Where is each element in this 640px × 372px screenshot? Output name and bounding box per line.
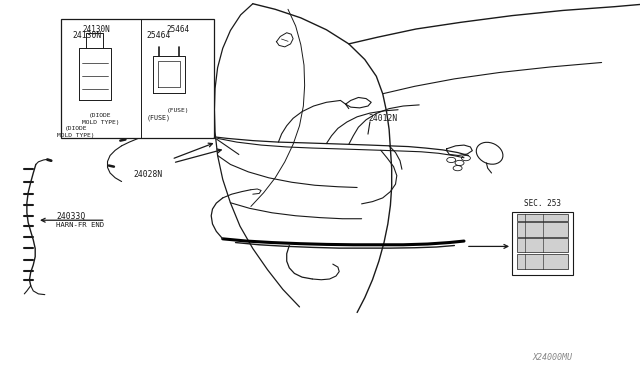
Text: (DIODE
MOLD TYPE): (DIODE MOLD TYPE) <box>82 113 119 125</box>
Text: 24028N: 24028N <box>133 170 163 179</box>
Text: 24130N: 24130N <box>82 25 110 34</box>
Text: (FUSE): (FUSE) <box>147 115 171 121</box>
Bar <box>512 212 573 275</box>
Text: (DIODE
MOLD TYPE): (DIODE MOLD TYPE) <box>57 126 94 138</box>
Bar <box>517 254 568 269</box>
Text: 24012N: 24012N <box>368 114 397 123</box>
Bar <box>517 214 568 221</box>
Text: X24000MU: X24000MU <box>532 353 573 362</box>
Bar <box>517 222 568 237</box>
Text: HARN-FR END: HARN-FR END <box>56 222 104 228</box>
Text: (FUSE): (FUSE) <box>166 109 189 113</box>
Text: 24033Q: 24033Q <box>56 212 86 221</box>
Text: 25464: 25464 <box>147 31 171 39</box>
Bar <box>517 238 568 252</box>
Text: 24130N: 24130N <box>72 31 102 39</box>
Text: SEC. 253: SEC. 253 <box>524 199 561 208</box>
Text: 25464: 25464 <box>166 25 189 34</box>
Bar <box>61 19 214 138</box>
